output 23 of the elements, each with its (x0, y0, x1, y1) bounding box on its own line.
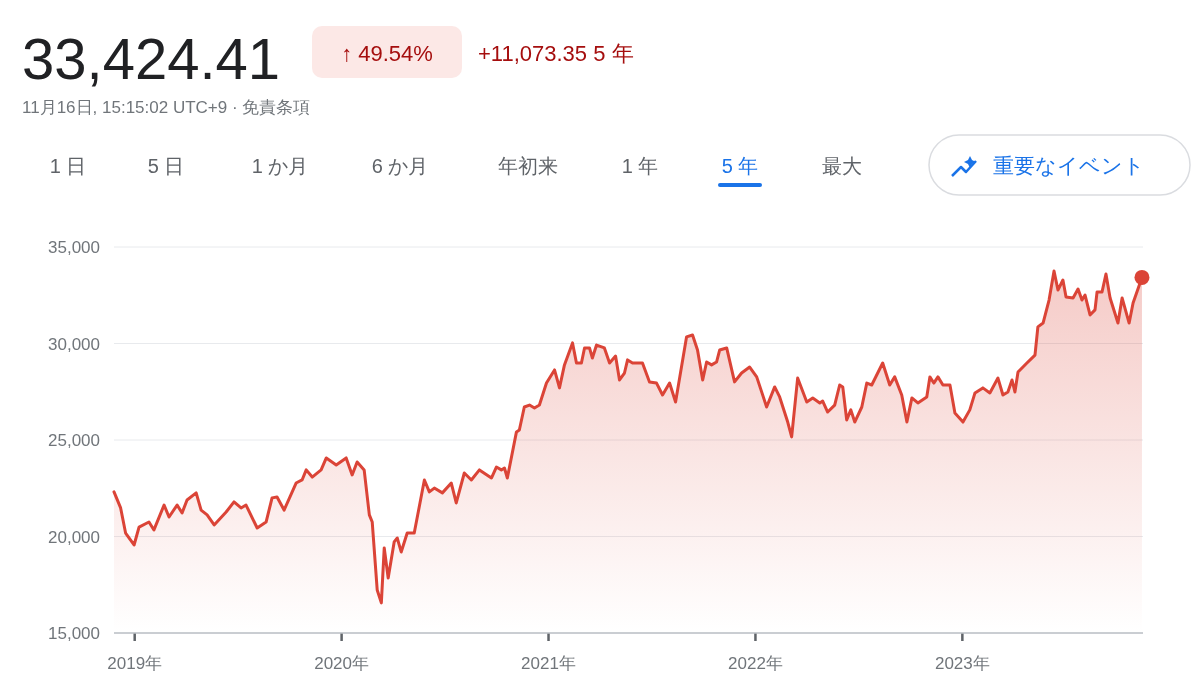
text: 6 か月 (371, 155, 429, 177)
text: 1 日 (49, 155, 87, 177)
y-tick-label: 35,000 (48, 238, 100, 257)
x-tick-label: 2022年 (728, 654, 783, 673)
text: 5 日 (147, 155, 185, 177)
x-tick-label: 2020年 (314, 654, 370, 673)
text: 1 か月 (251, 155, 309, 177)
text: 年初来 (498, 155, 558, 177)
x-tick-label: 2021年 (521, 654, 576, 673)
text: 5 年 (721, 155, 759, 177)
y-tick-label: 20,000 (48, 527, 100, 547)
text: 11月16日, 15:15:02 UTC+9 · 免責条項 (22, 98, 311, 117)
chart-title: 33,424.41 (22, 26, 281, 91)
text: 最大 (822, 155, 862, 177)
text: +11,073.35 5 年 (478, 41, 634, 66)
text: 重要なイベント (993, 154, 1145, 177)
x-tick-label: 2019年 (107, 654, 163, 673)
y-tick-label: 15,000 (48, 624, 100, 643)
text: ↑ 49.54% (341, 41, 433, 66)
y-tick-label: 30,000 (48, 334, 100, 354)
y-tick-label: 25,000 (48, 431, 100, 450)
x-tick-label: 2023年 (934, 654, 990, 673)
text: 1 年 (621, 155, 659, 177)
